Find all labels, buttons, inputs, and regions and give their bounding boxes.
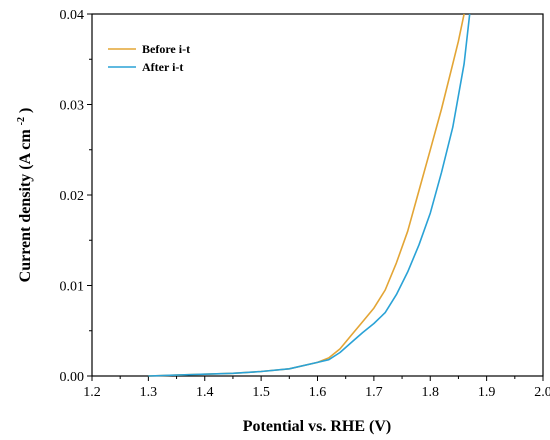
y-axis-title: Current density (A cm -2 ) xyxy=(11,108,34,283)
legend: Before i-t After i-t xyxy=(108,42,190,74)
x-tick-label: 1.9 xyxy=(478,385,496,400)
y-tick-label: 0.01 xyxy=(60,280,85,295)
y-tick-label: 0.00 xyxy=(60,370,85,385)
x-tick-label: 1.2 xyxy=(83,385,101,400)
x-tick-label: 1.4 xyxy=(196,385,214,400)
x-tick-label: 1.3 xyxy=(140,385,158,400)
x-tick-label: 1.8 xyxy=(422,385,440,400)
series-line-before xyxy=(148,13,465,377)
x-tick-label: 1.7 xyxy=(365,385,383,400)
series-line-after xyxy=(148,13,471,377)
y-axis-title-tail: ) xyxy=(17,108,34,113)
x-tick-label: 2.0 xyxy=(534,385,550,400)
legend-label-before: Before i-t xyxy=(142,42,190,56)
x-tick-label: 1.6 xyxy=(309,385,327,400)
series-layer xyxy=(148,13,471,377)
y-tick-label: 0.04 xyxy=(60,8,85,23)
y-axis-title-sup: -2 xyxy=(16,117,27,125)
y-tick-label: 0.03 xyxy=(60,99,85,114)
x-axis-ticks: 1.2 1.3 1.4 1.5 1.6 1.7 1.8 1.9 2.0 xyxy=(83,376,550,400)
y-tick-label: 0.02 xyxy=(60,189,85,204)
y-axis-title-main: Current density (A cm xyxy=(17,129,34,283)
x-axis-title: Potential vs. RHE (V) xyxy=(243,418,391,435)
legend-label-after: After i-t xyxy=(142,60,183,74)
y-axis-ticks: 0.00 0.01 0.02 0.03 0.04 xyxy=(60,8,92,385)
x-tick-label: 1.5 xyxy=(252,385,270,400)
